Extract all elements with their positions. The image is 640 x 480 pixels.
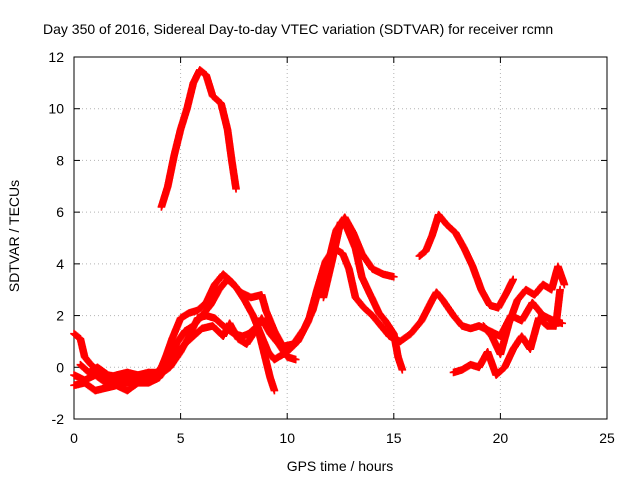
chart-title: Day 350 of 2016, Sidereal Day-to-day VTE… <box>43 21 553 37</box>
series-trace <box>480 263 568 358</box>
y-tick-label: 4 <box>56 256 64 272</box>
y-tick-label: 10 <box>48 101 64 117</box>
y-tick-label: -2 <box>52 411 65 427</box>
x-tick-label: 0 <box>70 430 78 446</box>
y-tick-label: 0 <box>56 359 64 375</box>
y-tick-label: 2 <box>56 308 64 324</box>
data-series <box>70 66 569 395</box>
series-trace <box>157 66 240 210</box>
series-arc-6 <box>319 218 407 374</box>
x-tick-label: 25 <box>599 430 615 446</box>
series-trace <box>71 214 397 382</box>
series-trace <box>450 287 564 379</box>
plot-frame <box>73 56 608 420</box>
grid <box>74 57 607 419</box>
axis-ticks: 0 5 10 15 20 25 -2 0 2 4 6 8 10 12 <box>48 49 615 446</box>
y-tick-label: 12 <box>48 49 64 65</box>
series-trace <box>77 315 299 384</box>
x-tick-label: 20 <box>493 430 509 446</box>
series-trace <box>416 211 517 312</box>
x-tick-label: 5 <box>177 430 185 446</box>
series-arc-8 <box>449 285 564 379</box>
x-tick-label: 10 <box>279 430 295 446</box>
series-arc-1 <box>157 66 240 211</box>
series-arc-7 <box>415 210 517 312</box>
y-tick-label: 6 <box>56 204 64 220</box>
series-arc-9 <box>479 262 569 359</box>
x-axis-label: GPS time / hours <box>287 458 394 474</box>
y-axis-label: SDTVAR / TECUs <box>6 180 22 292</box>
y-tick-label: 8 <box>56 152 64 168</box>
x-tick-label: 15 <box>386 430 402 446</box>
series-trace <box>319 219 406 373</box>
series-arc-5 <box>76 314 300 385</box>
